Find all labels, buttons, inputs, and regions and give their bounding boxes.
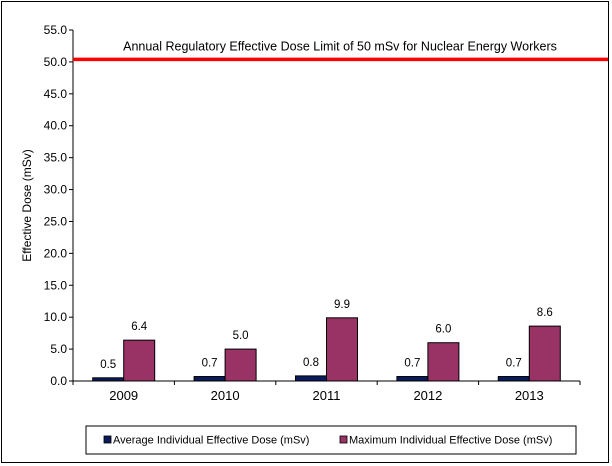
bars bbox=[92, 317, 561, 382]
x-tick-label: 2012 bbox=[413, 388, 442, 403]
y-tick-label: 45.0 bbox=[44, 87, 68, 101]
bar-average bbox=[92, 377, 125, 382]
x-tick-label: 2010 bbox=[211, 388, 240, 403]
y-tick-label: 0.0 bbox=[50, 374, 67, 388]
x-tick-label: 2011 bbox=[313, 388, 341, 403]
data-labels: 0.5 6.4 0.7 5.0 0.8 9.9 0.7 6.0 0.7 8.6 bbox=[100, 299, 553, 371]
y-tick-label: 40.0 bbox=[44, 119, 68, 133]
bar-average bbox=[193, 376, 226, 382]
bar-maximum bbox=[123, 339, 156, 382]
data-label-average: 0.8 bbox=[303, 357, 319, 369]
legend-label-maximum: Maximum Individual Effective Dose (mSv) bbox=[349, 435, 552, 447]
bar-average bbox=[295, 375, 327, 382]
data-label-maximum: 6.4 bbox=[131, 321, 148, 333]
bar-average bbox=[497, 376, 530, 382]
reference-line-group: Annual Regulatory Effective Dose Limit o… bbox=[73, 39, 608, 62]
y-axis-title: Effective Dose (mSv) bbox=[20, 149, 34, 261]
x-tick-label: 2013 bbox=[515, 388, 544, 403]
data-label-maximum: 6.0 bbox=[435, 324, 451, 336]
bar-maximum bbox=[528, 325, 561, 382]
data-label-average: 0.5 bbox=[100, 359, 116, 371]
regulatory-limit-label: Annual Regulatory Effective Dose Limit o… bbox=[123, 39, 557, 53]
y-tick-label: 55.0 bbox=[44, 23, 68, 37]
y-tick-label: 20.0 bbox=[44, 246, 68, 260]
bar-maximum bbox=[224, 348, 257, 382]
bar-average bbox=[396, 376, 429, 382]
data-label-average: 0.7 bbox=[404, 358, 420, 370]
y-tick-label: 15.0 bbox=[44, 278, 68, 292]
y-tick-label: 5.0 bbox=[50, 342, 67, 356]
y-tick-label: 10.0 bbox=[44, 310, 68, 324]
legend-box bbox=[85, 425, 577, 455]
legend-swatch-maximum bbox=[339, 435, 348, 444]
bar-maximum bbox=[427, 342, 460, 382]
data-label-average: 0.7 bbox=[506, 358, 522, 370]
data-label-average: 0.7 bbox=[202, 358, 218, 370]
y-tick-label: 35.0 bbox=[44, 151, 68, 165]
y-axis: 0.0 5.0 10.0 15.0 20.0 25.0 30.0 35.0 40.0 45.0 50… bbox=[44, 23, 74, 388]
x-axis: 2009 2010 2011 2012 2013 bbox=[72, 380, 581, 403]
legend-label-average: Average Individual Effective Dose (mSv) bbox=[113, 435, 309, 447]
legend: Average Individual Effective Dose (mSv) … bbox=[85, 425, 577, 455]
y-tick-label: 30.0 bbox=[44, 183, 68, 197]
x-tick-label: 2009 bbox=[109, 388, 138, 403]
y-tick-label: 25.0 bbox=[44, 214, 68, 228]
data-label-maximum: 8.6 bbox=[537, 307, 553, 319]
y-tick-label: 50.0 bbox=[44, 55, 68, 69]
data-label-maximum: 9.9 bbox=[334, 299, 350, 311]
legend-swatch-average bbox=[103, 435, 112, 444]
bar-maximum bbox=[326, 317, 358, 382]
data-label-maximum: 5.0 bbox=[233, 330, 249, 342]
